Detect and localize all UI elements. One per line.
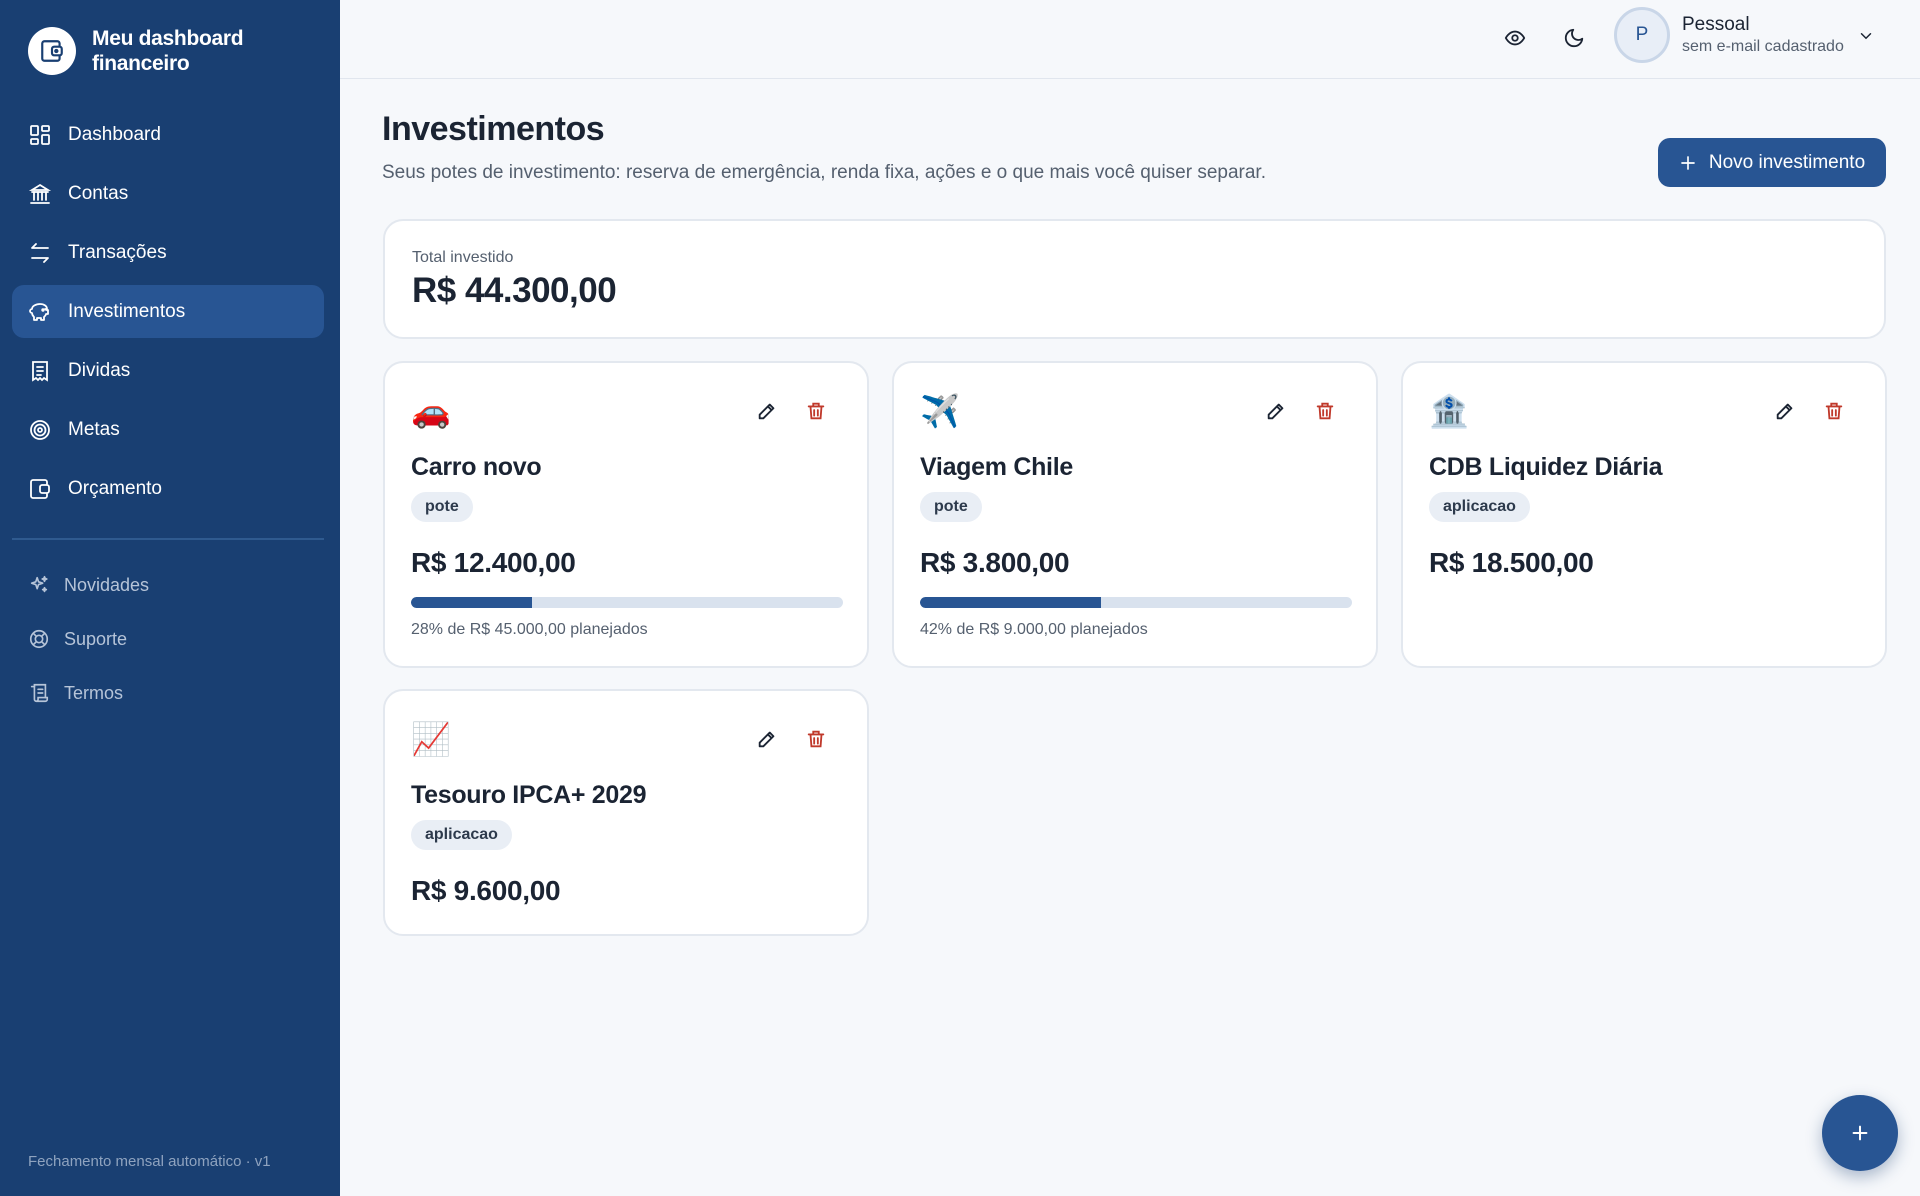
wallet-logo-icon xyxy=(28,27,76,75)
app-title: Meu dashboard financeiro xyxy=(92,27,244,75)
investment-tag: aplicacao xyxy=(1429,492,1530,522)
sidebar-item-label: Dividas xyxy=(68,359,131,381)
total-value: R$ 44.300,00 xyxy=(412,271,617,310)
page-subtitle: Seus potes de investimento: reserva de e… xyxy=(382,162,1266,183)
bank-icon xyxy=(28,183,52,204)
sidebar-item-transacoes[interactable]: Transações xyxy=(12,226,324,279)
trash-icon[interactable] xyxy=(802,397,830,425)
car-icon: 🚗 xyxy=(411,393,451,429)
total-label: Total investido xyxy=(412,249,514,266)
brand[interactable]: Meu dashboard financeiro xyxy=(28,26,272,76)
bank-building-icon: 🏦 xyxy=(1429,393,1469,429)
investment-tag: pote xyxy=(920,492,982,522)
plus-icon xyxy=(1681,155,1695,170)
progress-bar xyxy=(920,597,1352,608)
sidebar-item-label: Orçamento xyxy=(68,477,162,499)
investment-card[interactable]: 🚗 Carro novo pote R$ 12.400,00 28% de R$… xyxy=(383,361,869,668)
target-icon xyxy=(30,419,50,440)
sparkles-icon xyxy=(30,575,48,593)
investment-name: Carro novo xyxy=(411,453,542,481)
sidebar: Meu dashboard financeiro Dashboard Conta… xyxy=(0,0,340,1196)
progress-text: 28% de R$ 45.000,00 planejados xyxy=(411,621,648,638)
investment-value: R$ 12.400,00 xyxy=(411,547,576,578)
sidebar-item-dashboard[interactable]: Dashboard xyxy=(12,108,324,161)
sidebar-item-label: Contas xyxy=(68,182,129,204)
edit-icon[interactable] xyxy=(1262,397,1290,425)
sidebar-item-suporte[interactable]: Suporte xyxy=(12,612,324,666)
chevron-down-icon[interactable] xyxy=(1854,24,1878,48)
plus-icon xyxy=(1852,1125,1868,1141)
investment-card[interactable]: 🏦 CDB Liquidez Diária aplicacao R$ 18.50… xyxy=(1401,361,1887,668)
progress-bar xyxy=(411,597,843,608)
sidebar-item-label: Transações xyxy=(68,241,167,263)
airplane-icon: ✈️ xyxy=(920,393,960,429)
sidebar-item-investimentos[interactable]: Investimentos xyxy=(12,285,324,338)
sidebar-item-label: Termos xyxy=(64,682,124,703)
investment-value: R$ 18.500,00 xyxy=(1429,547,1594,578)
investment-tag: aplicacao xyxy=(411,820,512,850)
investment-name: Viagem Chile xyxy=(920,453,1073,481)
edit-icon[interactable] xyxy=(753,397,781,425)
total-invested-card: Total investido R$ 44.300,00 xyxy=(383,219,1886,339)
page-title: Investimentos xyxy=(382,110,605,148)
sidebar-item-termos[interactable]: Termos xyxy=(12,666,324,720)
sidebar-item-novidades[interactable]: Novidades xyxy=(12,558,324,612)
moon-icon[interactable] xyxy=(1556,20,1592,56)
investment-tag: pote xyxy=(411,492,473,522)
wallet-icon xyxy=(30,478,50,499)
progress-fill xyxy=(411,597,532,608)
progress-text: 42% de R$ 9.000,00 planejados xyxy=(920,621,1148,638)
sidebar-item-label: Investimentos xyxy=(68,300,186,322)
arrows-exchange-icon xyxy=(31,242,49,263)
avatar[interactable]: P xyxy=(1614,7,1670,63)
new-investment-button[interactable]: Novo investimento xyxy=(1658,138,1886,187)
floating-add-button[interactable] xyxy=(1822,1095,1898,1171)
sidebar-footer: Fechamento mensal automático · v1 xyxy=(28,1153,271,1170)
investment-name: CDB Liquidez Diária xyxy=(1429,453,1663,481)
investment-card[interactable]: 📈 Tesouro IPCA+ 2029 aplicacao R$ 9.600,… xyxy=(383,689,869,936)
sidebar-item-label: Suporte xyxy=(64,628,128,649)
sidebar-nav: Dashboard Contas Transações Investimento… xyxy=(12,108,324,521)
investment-name: Tesouro IPCA+ 2029 xyxy=(411,781,647,809)
investment-card[interactable]: ✈️ Viagem Chile pote R$ 3.800,00 42% de … xyxy=(892,361,1378,668)
trash-icon[interactable] xyxy=(1820,397,1848,425)
top-bar: P Pessoal sem e-mail cadastrado xyxy=(340,0,1920,79)
trash-icon[interactable] xyxy=(1311,397,1339,425)
sidebar-item-dividas[interactable]: Dividas xyxy=(12,344,324,397)
sidebar-item-label: Metas xyxy=(68,418,120,440)
progress-fill xyxy=(920,597,1102,608)
sidebar-item-contas[interactable]: Contas xyxy=(12,167,324,220)
edit-icon[interactable] xyxy=(1771,397,1799,425)
piggy-bank-icon xyxy=(29,302,49,321)
lifebuoy-icon xyxy=(29,629,49,649)
investment-value: R$ 3.800,00 xyxy=(920,547,1070,578)
new-investment-label: Novo investimento xyxy=(1708,151,1866,173)
sidebar-secondary-nav: Novidades Suporte Termos xyxy=(12,558,324,720)
sidebar-item-metas[interactable]: Metas xyxy=(12,403,324,456)
user-email: sem e-mail cadastrado xyxy=(1682,38,1844,55)
sidebar-divider xyxy=(12,538,324,540)
trash-icon[interactable] xyxy=(802,725,830,753)
sidebar-item-orcamento[interactable]: Orçamento xyxy=(12,462,324,515)
investment-value: R$ 9.600,00 xyxy=(411,875,561,906)
receipt-icon xyxy=(32,360,48,382)
user-name[interactable]: Pessoal xyxy=(1682,14,1750,35)
eye-icon[interactable] xyxy=(1497,20,1533,56)
grid-icon xyxy=(30,124,50,145)
sidebar-item-label: Novidades xyxy=(64,574,150,595)
sidebar-item-label: Dashboard xyxy=(68,123,161,145)
document-icon xyxy=(30,683,49,703)
chart-up-icon: 📈 xyxy=(411,721,451,757)
edit-icon[interactable] xyxy=(753,725,781,753)
